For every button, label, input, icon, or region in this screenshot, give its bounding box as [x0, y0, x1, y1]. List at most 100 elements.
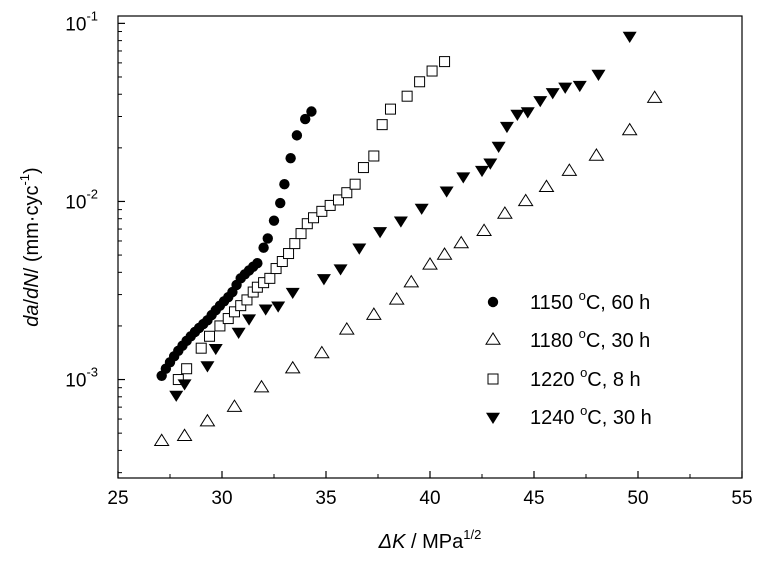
data-point	[414, 76, 426, 88]
x-tick-label: 25	[107, 488, 128, 509]
data-point	[181, 363, 193, 375]
data-point	[436, 247, 453, 260]
data-point	[271, 301, 286, 313]
data-point	[414, 203, 429, 215]
x-tick-label: 45	[523, 488, 544, 509]
data-point	[200, 361, 215, 373]
data-point	[214, 320, 226, 332]
data-point	[561, 163, 578, 176]
data-point	[199, 413, 216, 427]
data-point	[284, 360, 301, 374]
data-point	[270, 263, 282, 275]
data-point	[231, 327, 246, 339]
data-point	[475, 165, 489, 178]
data-point	[275, 197, 286, 209]
data-point	[332, 194, 344, 206]
data-point	[301, 218, 313, 230]
data-points	[153, 31, 663, 447]
data-point	[496, 206, 513, 219]
data-point	[646, 90, 663, 103]
data-point	[177, 379, 192, 391]
data-point	[341, 187, 353, 199]
data-point	[291, 130, 303, 141]
y-axis-label: da/dN/ (mm·cyc-1)	[17, 167, 43, 326]
series-1	[156, 106, 317, 381]
data-point	[289, 238, 301, 250]
data-point	[545, 88, 560, 100]
data-point	[176, 428, 193, 442]
data-point	[483, 158, 498, 170]
x-axis: 25 30 35 40 45 50 55	[107, 471, 753, 509]
data-point	[308, 212, 320, 224]
series-4	[169, 31, 637, 402]
data-point	[621, 122, 638, 136]
data-point	[352, 243, 367, 255]
series-3	[172, 56, 451, 386]
legend-label: 1240 oC, 30 h	[530, 403, 652, 429]
data-point	[456, 172, 471, 184]
data-point	[316, 205, 328, 217]
data-point	[349, 178, 361, 190]
data-point	[588, 148, 605, 161]
data-point	[393, 216, 408, 228]
data-point	[476, 223, 492, 236]
data-point	[241, 294, 253, 306]
data-point	[572, 80, 587, 93]
data-point	[388, 291, 405, 305]
data-point	[401, 90, 413, 102]
legend-marker	[485, 332, 501, 345]
data-point	[258, 304, 273, 316]
data-point	[426, 65, 438, 77]
data-point	[283, 248, 295, 260]
data-point	[264, 272, 276, 284]
data-point	[222, 313, 234, 325]
data-point	[403, 274, 420, 288]
data-point	[368, 150, 380, 162]
data-point	[228, 306, 240, 318]
y-tick-label: 10-1	[65, 8, 98, 35]
data-point	[591, 69, 606, 81]
data-point	[235, 300, 247, 312]
legend-label: 1180 oC, 30 h	[530, 326, 650, 352]
legend-marker	[487, 373, 499, 385]
data-point	[268, 215, 280, 226]
data-point	[195, 342, 207, 354]
data-point	[306, 106, 317, 117]
x-tick-label: 50	[627, 488, 648, 509]
x-tick-label: 30	[211, 488, 232, 509]
data-point	[204, 330, 216, 342]
data-point	[422, 257, 438, 270]
data-point	[373, 227, 388, 239]
legend-marker	[487, 296, 499, 308]
x-axis-label: ΔK / MPa1/2	[378, 527, 482, 553]
legend-label: 1150 oC, 60 h	[530, 288, 650, 314]
series-2	[153, 90, 663, 447]
data-point	[491, 141, 506, 153]
data-point	[313, 345, 330, 359]
y-tick-label: 10-2	[65, 186, 98, 213]
data-point	[300, 113, 311, 125]
data-point	[439, 56, 451, 68]
data-point	[242, 314, 257, 326]
data-point	[538, 179, 555, 193]
legend: 1150 oC, 60 h 1180 oC, 30 h 1220 oC, 8 h 12…	[485, 288, 652, 429]
data-point	[252, 258, 263, 269]
data-point	[558, 82, 573, 94]
data-point	[285, 287, 300, 300]
data-point	[357, 162, 369, 174]
data-point	[262, 233, 273, 244]
x-tick-label: 35	[315, 488, 336, 509]
data-point	[376, 119, 388, 131]
data-point	[439, 186, 454, 198]
data-point	[520, 107, 535, 119]
data-point	[384, 103, 396, 115]
data-point	[258, 242, 269, 253]
data-point	[253, 379, 270, 393]
data-point	[517, 193, 534, 207]
data-point	[333, 264, 348, 276]
data-point	[285, 152, 296, 164]
data-point	[338, 321, 355, 335]
data-point	[499, 121, 514, 134]
data-point	[622, 31, 637, 43]
